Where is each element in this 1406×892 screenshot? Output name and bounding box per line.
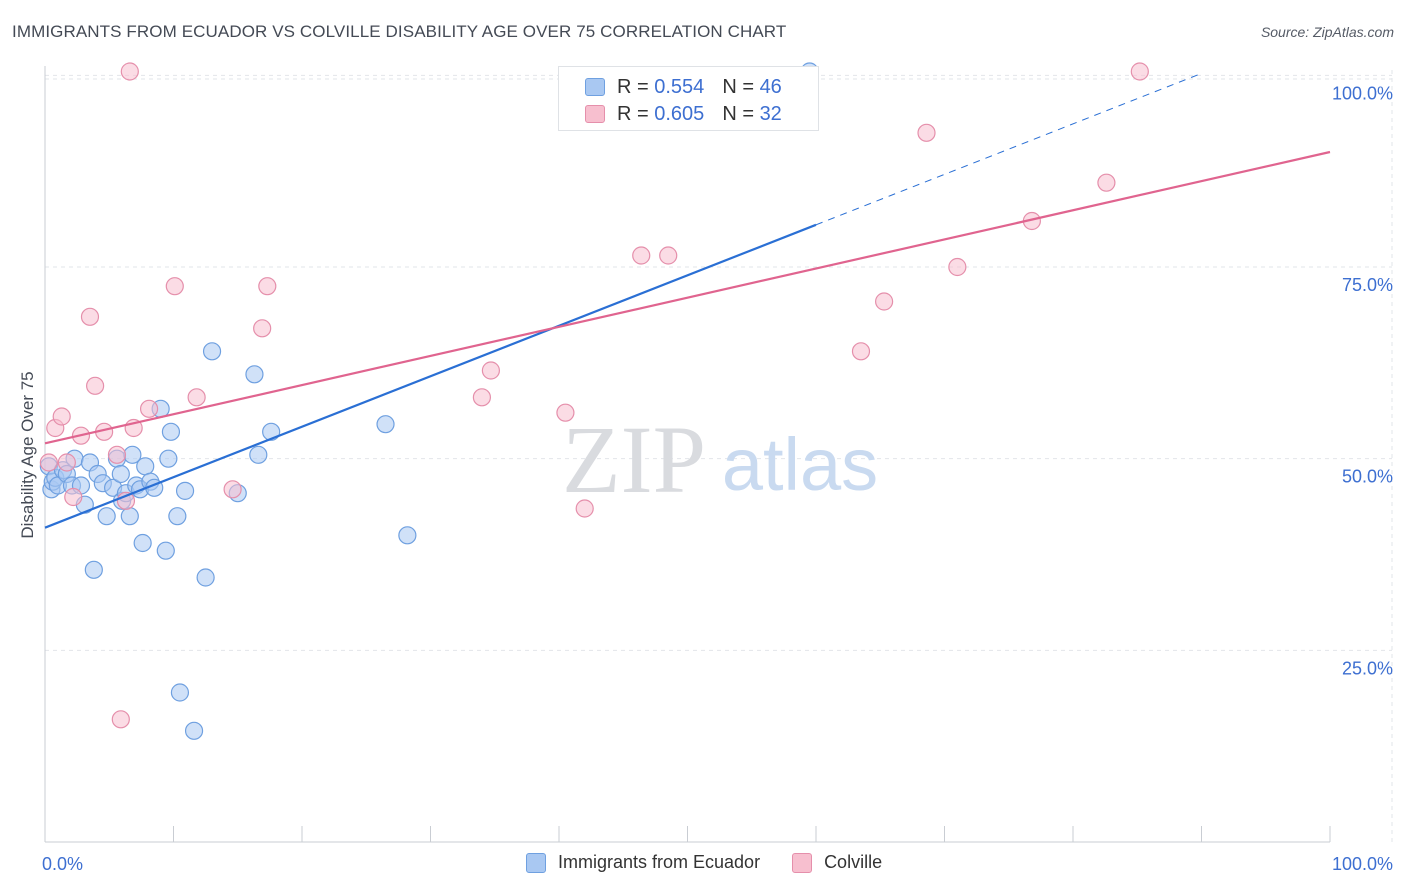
trend-layer [44, 72, 1331, 529]
n-value: 32 [759, 102, 782, 125]
source-label: Source: ZipAtlas.com [1260, 24, 1394, 40]
ecuador-point [175, 481, 195, 500]
ecuador-point [156, 541, 175, 560]
colville-point [659, 246, 678, 265]
stats-row-colville: R = 0.605 N = 32 [585, 102, 782, 126]
legend-item-ecuador[interactable]: Immigrants from Ecuador [526, 852, 760, 873]
colville-point [472, 388, 491, 407]
colville-point [80, 307, 100, 326]
stats-legend: R = 0.554 N = 46 R = 0.605 N = 32 [558, 66, 819, 131]
colville-point [917, 123, 936, 142]
ecuador-point [159, 449, 178, 468]
colville-point [39, 453, 58, 472]
points-layer [39, 62, 1149, 740]
colville-point [948, 257, 967, 277]
r-value: 0.554 [654, 75, 705, 98]
colville-point [64, 487, 83, 507]
ecuador-point [196, 568, 215, 587]
colville-point [111, 710, 130, 729]
label-layer: 25.0% 50.0% 75.0% 100.0% 0.0% 100.0% [42, 83, 1393, 874]
colville-trendline [44, 150, 1331, 445]
grid-layer [45, 70, 1393, 842]
colville-point [86, 376, 105, 395]
colville-point [575, 499, 594, 518]
ecuador-point [97, 507, 116, 526]
chart-title: IMMIGRANTS FROM ECUADOR VS COLVILLE DISA… [12, 22, 787, 41]
colville-point [107, 445, 127, 464]
n-label: N = [722, 75, 754, 98]
colville-point [632, 246, 651, 265]
colville-point [120, 62, 139, 81]
watermark-atlas: atlas [722, 423, 878, 506]
ecuador-point [170, 683, 190, 702]
x-tick-label-min: 0.0% [42, 854, 83, 874]
ecuador-point [184, 721, 204, 740]
watermark: ZIP atlas [562, 406, 878, 513]
n-value: 46 [759, 75, 782, 98]
colville-point [52, 407, 71, 426]
ecuador-swatch [526, 852, 546, 873]
colville-point [1130, 62, 1149, 81]
y-tick-label: 25.0% [1342, 658, 1393, 678]
colville-point [851, 342, 871, 361]
ecuador-point [249, 445, 268, 464]
y-tick-label: 50.0% [1342, 467, 1393, 487]
r-label: R = [617, 102, 649, 125]
ecuador-point [84, 560, 103, 579]
colville-point [165, 277, 184, 296]
colville-point [223, 480, 242, 499]
n-label: N = [722, 102, 754, 125]
legend-label: Colville [824, 852, 883, 872]
legend-item-colville[interactable]: Colville [792, 852, 882, 873]
r-label: R = [617, 75, 649, 98]
colville-point [57, 453, 76, 472]
y-tick-label: 100.0% [1332, 83, 1393, 103]
colville-point [187, 388, 206, 407]
colville-point [875, 292, 894, 311]
axes-layer [44, 66, 1331, 843]
r-value: 0.605 [654, 102, 705, 125]
colville-swatch [792, 852, 813, 873]
colville-point [258, 277, 277, 296]
ecuador-trendline-extension [815, 72, 1202, 226]
ecuador-point [245, 365, 264, 384]
watermark-zip: ZIP [562, 406, 706, 513]
stats-row-ecuador: R = 0.554 N = 46 [585, 75, 782, 99]
series-legend: Immigrants from Ecuador Colville [526, 852, 914, 873]
x-tick-label-max: 100.0% [1332, 854, 1393, 874]
ecuador-point [202, 342, 222, 361]
colville-swatch [585, 105, 605, 123]
ecuador-point [111, 464, 130, 484]
ecuador-point [136, 457, 155, 476]
ecuador-point [120, 507, 139, 526]
colville-point [253, 319, 272, 338]
ecuador-trendline [44, 223, 817, 529]
ecuador-point [168, 507, 187, 526]
colville-point [139, 399, 159, 418]
y-axis-label: Disability Age Over 75 [18, 371, 37, 538]
ecuador-point [376, 415, 395, 434]
ecuador-swatch [585, 78, 605, 96]
ecuador-point [161, 422, 181, 441]
colville-point [481, 361, 500, 380]
legend-label: Immigrants from Ecuador [558, 852, 761, 872]
colville-point [556, 403, 575, 422]
y-tick-label: 75.0% [1342, 275, 1393, 295]
ecuador-point [133, 533, 152, 553]
colville-point [1097, 173, 1116, 192]
ecuador-point [398, 526, 417, 545]
